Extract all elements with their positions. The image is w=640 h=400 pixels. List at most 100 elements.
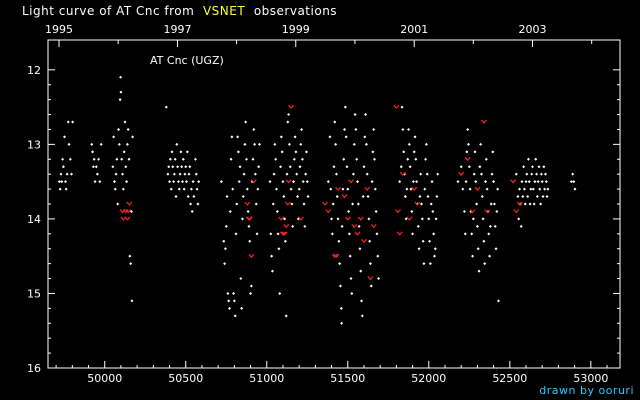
observation-point: [189, 187, 193, 191]
observation-point: [530, 165, 534, 169]
observation-point: [366, 195, 370, 199]
observation-point: [64, 187, 68, 191]
observation-point: [245, 187, 249, 191]
observation-point: [66, 120, 70, 124]
fainter-than-point: [322, 201, 329, 206]
observation-point: [546, 187, 550, 191]
observation-point: [256, 187, 260, 191]
observation-point: [341, 187, 345, 191]
observation-point: [113, 187, 117, 191]
observation-point: [196, 202, 200, 206]
observation-point: [572, 180, 576, 184]
observation-point: [408, 165, 412, 169]
observation-point: [472, 172, 476, 176]
observation-point: [242, 172, 246, 176]
fainter-than-point: [245, 216, 252, 221]
observation-point: [344, 135, 348, 139]
observation-point: [488, 254, 492, 258]
x-tick-label: 51000: [249, 372, 284, 385]
observation-point: [115, 157, 119, 161]
observation-point: [399, 165, 403, 169]
observation-point: [338, 262, 342, 266]
observation-point: [526, 195, 530, 199]
observation-point: [365, 172, 369, 176]
observation-point: [275, 209, 279, 213]
observation-point: [347, 232, 351, 236]
observation-point: [192, 195, 196, 199]
observation-point: [355, 180, 359, 184]
observation-point: [174, 195, 178, 199]
observation-point: [69, 172, 73, 176]
fainter-than-point: [244, 201, 251, 206]
observation-point: [71, 120, 75, 124]
observation-point: [59, 172, 63, 176]
observation-point: [436, 172, 440, 176]
observation-point: [466, 142, 470, 146]
observation-point: [424, 157, 428, 161]
observation-point: [280, 150, 284, 154]
observation-point: [418, 195, 422, 199]
observation-point: [223, 262, 227, 266]
observation-point: [123, 120, 127, 124]
observation-point: [414, 157, 418, 161]
observation-point: [459, 165, 463, 169]
observation-point: [539, 172, 543, 176]
observation-point: [298, 165, 302, 169]
observation-point: [433, 247, 437, 251]
observation-point: [172, 172, 176, 176]
x-tick-label: 52000: [411, 372, 446, 385]
observation-point: [287, 142, 291, 146]
observation-point: [90, 142, 94, 146]
fainter-than-point: [333, 253, 340, 259]
points-layer: [57, 75, 577, 325]
observation-point: [411, 180, 415, 184]
observation-point: [60, 180, 64, 184]
observation-point: [430, 180, 434, 184]
observation-point: [491, 150, 495, 154]
observation-point: [243, 142, 247, 146]
fainter-than-point: [396, 231, 403, 236]
observation-point: [362, 165, 366, 169]
observation-point: [219, 180, 223, 184]
observation-point: [340, 321, 344, 325]
observation-point: [353, 113, 357, 117]
observation-point: [490, 172, 494, 176]
fainter-than-point: [122, 209, 129, 214]
observation-point: [119, 90, 123, 94]
observation-point: [348, 254, 352, 258]
observation-point: [99, 142, 103, 146]
observation-point: [276, 232, 280, 236]
observation-point: [91, 165, 95, 169]
observation-point: [182, 187, 186, 191]
observation-point: [368, 262, 372, 266]
observation-point: [532, 202, 536, 206]
observation-point: [229, 157, 233, 161]
observation-point: [531, 187, 535, 191]
observation-point: [360, 299, 364, 303]
observation-point: [252, 127, 256, 131]
observation-point: [524, 180, 528, 184]
observation-point: [428, 239, 432, 243]
observation-point: [456, 180, 460, 184]
observation-point: [227, 299, 231, 303]
observation-point: [474, 180, 478, 184]
fainter-than-point: [279, 231, 286, 236]
observation-point: [274, 187, 278, 191]
fainter-than-point: [414, 201, 421, 206]
observation-point: [349, 277, 353, 281]
observation-point: [225, 195, 229, 199]
fainter-than-point: [458, 171, 465, 177]
observation-point: [492, 180, 496, 184]
observation-point: [294, 150, 298, 154]
observation-point: [359, 269, 363, 273]
observation-point: [230, 135, 234, 139]
observation-point: [369, 284, 373, 288]
observation-point: [176, 180, 180, 184]
fainter-than-point: [331, 253, 338, 259]
fainter-than-point: [469, 209, 476, 214]
observation-point: [288, 165, 292, 169]
observation-point: [377, 277, 381, 281]
observation-point: [122, 150, 126, 154]
observation-point: [403, 195, 407, 199]
observation-point: [475, 202, 479, 206]
